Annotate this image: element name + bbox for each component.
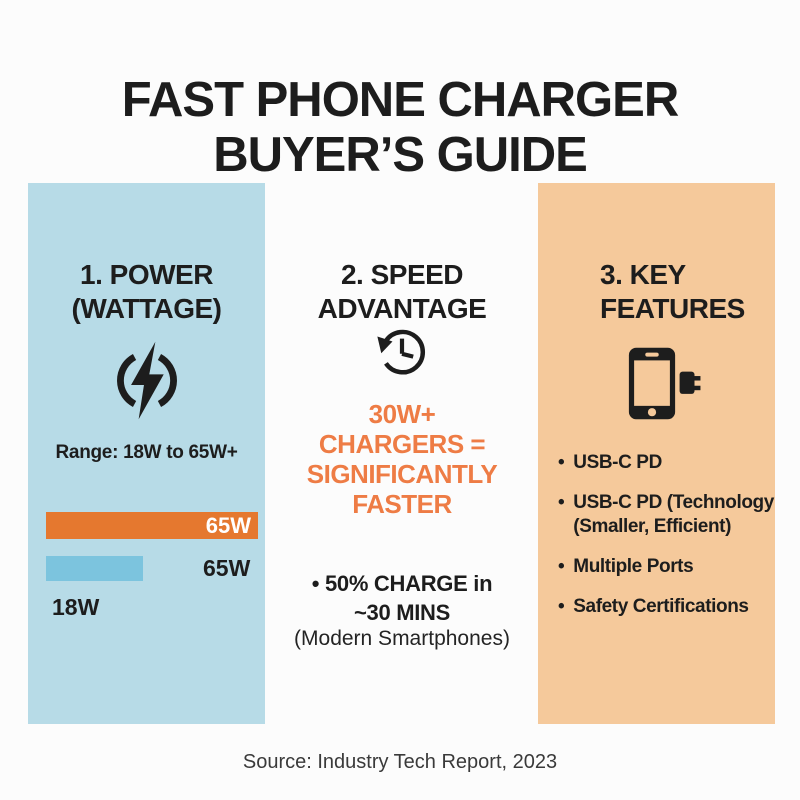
panel-power: 1. POWER (WATTAGE) Range: 18W to 65W+ 65…: [28, 183, 265, 724]
speed-point-note: (Modern Smartphones): [294, 627, 510, 650]
page-title-line2: BUYER’S GUIDE: [213, 127, 588, 182]
clock-history-icon: [377, 329, 426, 375]
bullet-icon: •: [558, 452, 565, 473]
lightning-bolt-icon: [116, 341, 177, 420]
bar-baseline-label: 18W: [52, 594, 100, 620]
feature-item: • USB-C PD: [558, 451, 775, 475]
column-speed: 2. SPEED ADVANTAGE 30W+ CHARGERS = SIGNI…: [266, 183, 538, 724]
page-title-line1: FAST PHONE CHARGER: [121, 72, 679, 127]
panel-features: 3. KEY FEATURES • USB-C PD • USB-C PD (Tec…: [538, 183, 775, 724]
power-range-label: Range: 18W to 65W+: [55, 442, 238, 463]
feature-item: • Multiple Ports: [558, 555, 775, 579]
bar-blue-label: 65W: [203, 555, 251, 581]
bullet-icon: •: [558, 596, 565, 617]
power-heading: 1. POWER (WATTAGE): [71, 259, 222, 324]
feature-item-text: Safety Certifications: [573, 596, 749, 617]
features-icon-wrap: [618, 346, 700, 421]
bullet-icon: •: [558, 556, 565, 577]
phone-charger-icon: [628, 347, 700, 420]
feature-list: • USB-C PD • USB-C PD (Technology (Smaller…: [558, 451, 775, 619]
bar-orange-label: 65W: [205, 512, 251, 538]
feature-item: • USB-C PD (Technology (Smaller, Efficien…: [558, 491, 775, 539]
feature-item-text: USB-C PD (Technology (Smaller, Efficient…: [573, 492, 774, 537]
speed-highlight-text: 30W+ CHARGERS = SIGNIFICANTLY FASTER: [306, 399, 498, 520]
feature-item-text: USB-C PD: [573, 452, 662, 473]
feature-item-text: Multiple Ports: [573, 556, 694, 577]
page-title: FAST PHONE CHARGER BUYER’S GUIDE: [0, 73, 800, 183]
features-heading: 3. KEY FEATURES: [600, 259, 745, 324]
speed-point-text: • 50% CHARGE in ~30 MINS: [311, 571, 493, 625]
feature-item: • Safety Certifications: [558, 595, 775, 619]
speed-heading: 2. SPEED ADVANTAGE: [317, 259, 487, 324]
bar-orange-65w: 65W: [46, 512, 258, 539]
source-credit: Source: Industry Tech Report, 2023: [242, 751, 558, 773]
speed-icon-wrap: [374, 323, 430, 379]
bullet-icon: •: [558, 492, 565, 513]
power-icon-wrap: [109, 341, 185, 420]
bar-blue-18w: [46, 556, 143, 581]
